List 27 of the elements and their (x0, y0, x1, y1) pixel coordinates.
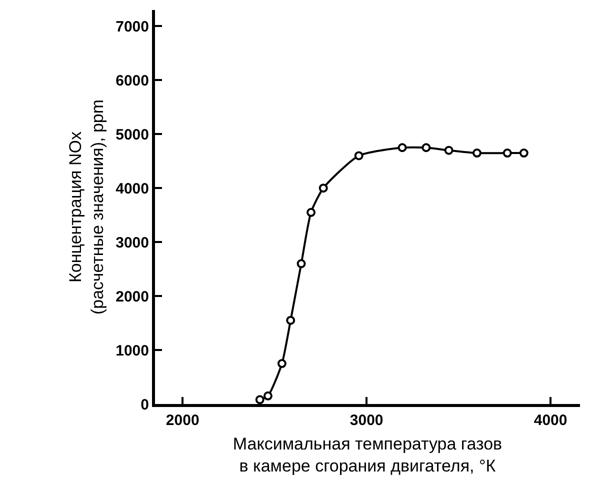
point (263, 391, 272, 400)
point (277, 359, 286, 368)
point (422, 143, 431, 152)
y-tick-label: 5000 (116, 126, 149, 144)
point (398, 143, 407, 152)
point (255, 395, 264, 404)
x-tick-label: 4000 (534, 412, 568, 429)
y-tick-label: 1000 (116, 342, 149, 360)
y-tick-label: 2000 (116, 288, 149, 306)
point (444, 146, 454, 155)
point (306, 208, 316, 217)
point (472, 148, 482, 158)
point (318, 184, 328, 193)
point (502, 148, 512, 158)
point (296, 259, 306, 268)
y-tick-label: 0 (140, 396, 149, 414)
x-axis-title: Максимальная температура газов в камере сгорания двигателя, °К (232, 434, 502, 476)
x-tick-label: 2000 (166, 412, 200, 429)
point (354, 151, 364, 160)
y-tick-label: 4000 (116, 180, 149, 198)
point (519, 148, 528, 158)
y-tick-label: 3000 (116, 234, 149, 252)
x-tick-label: 3000 (350, 412, 384, 429)
y-axis-title: Концентрация NOx (расчетные значения), ppm (66, 99, 108, 315)
point (286, 316, 296, 325)
y-tick-label: 6000 (116, 72, 149, 90)
y-tick-label: 7000 (116, 18, 149, 36)
